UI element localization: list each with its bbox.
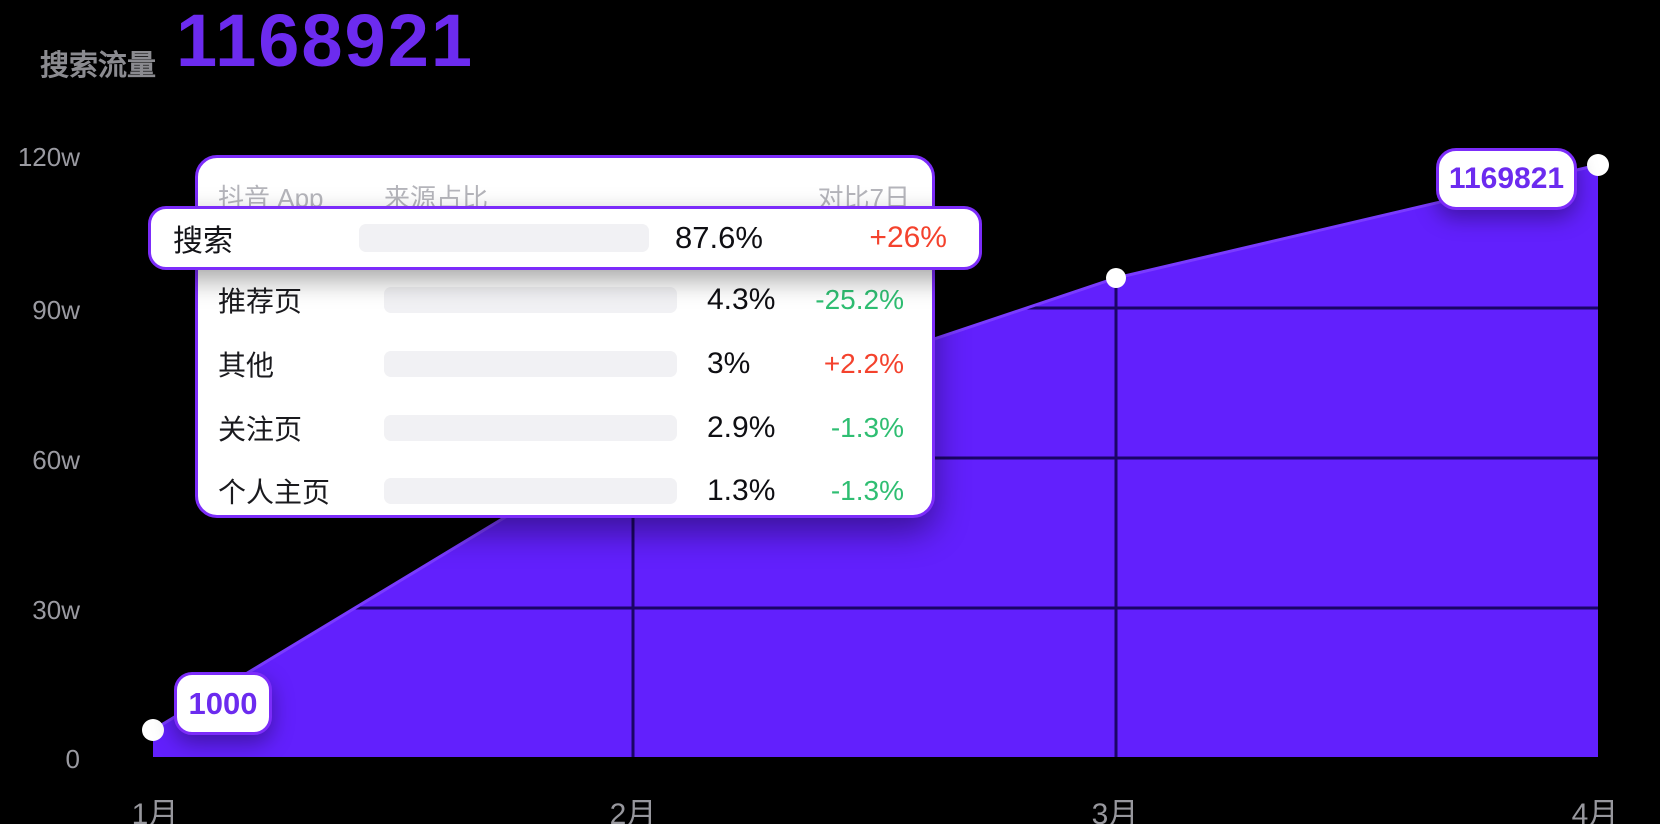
ytick-120w: 120w <box>17 142 80 172</box>
source-row-follow[interactable]: 关注页 2.9% -1.3% <box>218 411 904 445</box>
data-point-jan <box>142 719 164 741</box>
metric-label: 搜索流量 <box>40 50 157 82</box>
percent-bar-track <box>384 415 677 441</box>
percent-value: 87.6% <box>675 220 763 255</box>
change-value: +2.2% <box>823 348 904 379</box>
change-value: -25.2% <box>815 284 904 315</box>
xtick-mar: 3月 <box>1091 798 1139 824</box>
source-row-other[interactable]: 其他 3% +2.2% <box>218 347 904 381</box>
source-label: 关注页 <box>218 414 303 445</box>
point-label-end: 1169821 <box>1436 148 1577 210</box>
ytick-30w: 30w <box>32 595 80 625</box>
ytick-90w: 90w <box>32 295 80 325</box>
data-point-mar <box>1106 268 1126 288</box>
ytick-0: 0 <box>65 744 80 774</box>
change-value: +26% <box>869 221 947 254</box>
percent-value: 1.3% <box>707 474 776 507</box>
ytick-60w: 60w <box>32 445 80 475</box>
percent-bar-track <box>384 287 677 313</box>
source-label: 搜索 <box>173 225 233 258</box>
data-point-apr <box>1587 154 1609 176</box>
source-label: 推荐页 <box>218 286 303 317</box>
source-row-search-highlighted[interactable]: 搜索 87.6% +26% <box>148 206 982 270</box>
xtick-feb: 2月 <box>609 798 657 824</box>
metric-value: 1168921 <box>176 0 475 82</box>
xtick-apr: 4月 <box>1571 798 1619 824</box>
source-label: 个人主页 <box>218 477 331 508</box>
percent-bar-track <box>384 478 677 504</box>
source-label: 其他 <box>218 350 275 381</box>
change-value: -1.3% <box>830 412 904 443</box>
point-label-start: 1000 <box>174 672 272 735</box>
change-value: -1.3% <box>830 475 904 506</box>
percent-value: 4.3% <box>707 283 776 316</box>
percent-bar-track <box>384 351 677 377</box>
percent-bar-track <box>359 224 649 252</box>
source-row-recommend[interactable]: 推荐页 4.3% -25.2% <box>218 283 904 317</box>
percent-value: 3% <box>707 347 751 380</box>
source-row-profile[interactable]: 个人主页 1.3% -1.3% <box>218 474 904 508</box>
percent-value: 2.9% <box>707 411 776 444</box>
xtick-jan: 1月 <box>131 798 179 824</box>
